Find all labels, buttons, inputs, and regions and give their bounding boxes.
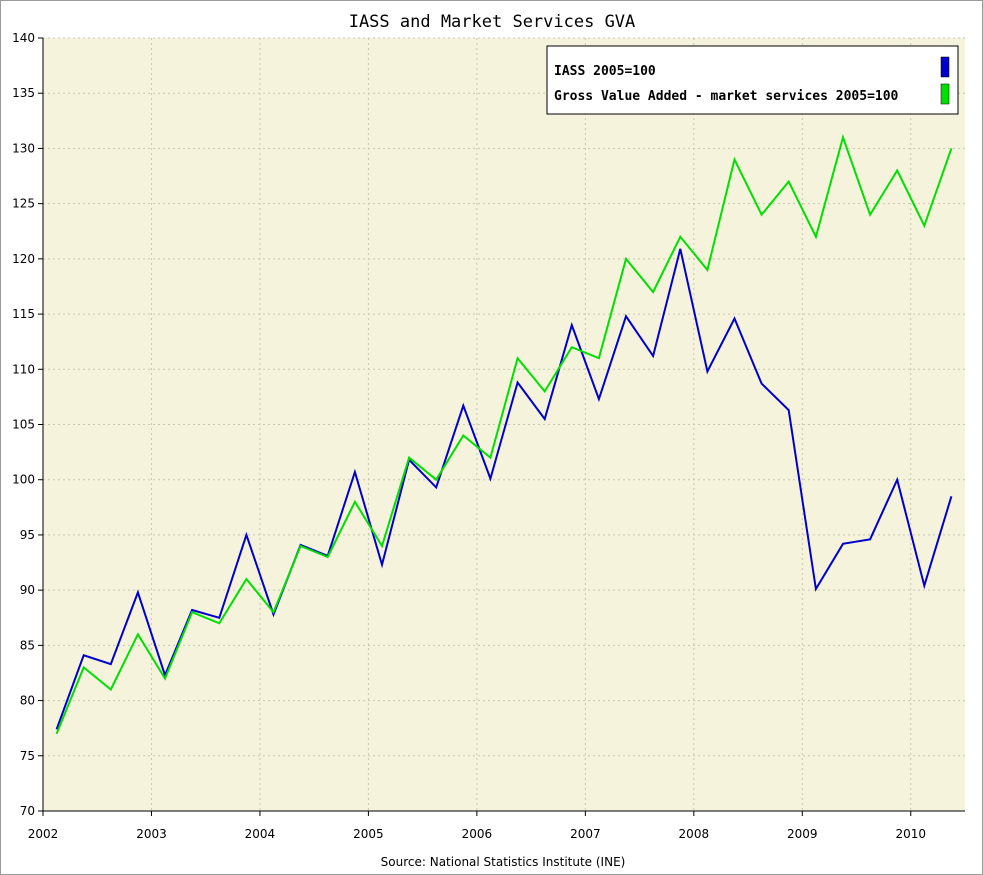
x-tick-label: 2008 (679, 827, 710, 841)
y-tick-label: 115 (12, 307, 35, 321)
y-tick-label: 130 (12, 141, 35, 155)
legend-box (546, 45, 959, 115)
y-tick-label: 95 (20, 528, 35, 542)
y-tick-label: 100 (12, 473, 35, 487)
y-tick-label: 125 (12, 197, 35, 211)
source-note: Source: National Statistics Institute (I… (381, 855, 626, 869)
y-tick-label: 140 (12, 31, 35, 45)
y-tick-label: 110 (12, 362, 35, 376)
y-tick-label: 75 (20, 749, 35, 763)
series-line-iass (55, 248, 953, 730)
x-tick-label: 2009 (787, 827, 818, 841)
x-tick-label: 2002 (28, 827, 59, 841)
axes: 70 75 80 85 90 95 100 105 110 115 120 125 130 135 140 2… (12, 31, 965, 841)
series-line-gva (55, 134, 953, 735)
y-tick-label: 85 (20, 638, 35, 652)
y-tick-label: 105 (12, 418, 35, 432)
x-tick-label: 2006 (462, 827, 493, 841)
legend: IASS 2005=100 Gross Value Added - market… (546, 45, 959, 115)
legend-label-gva: Gross Value Added - market services 2005… (554, 89, 899, 104)
legend-label-iass: IASS 2005=100 (554, 64, 656, 79)
y-tick-label: 120 (12, 252, 35, 266)
x-tick-label: 2003 (136, 827, 167, 841)
x-tick-label: 2010 (895, 827, 926, 841)
y-tick-label: 90 (20, 583, 35, 597)
chart-title: IASS and Market Services GVA (349, 12, 636, 32)
x-tick-label: 2007 (570, 827, 601, 841)
y-tick-label: 135 (12, 86, 35, 100)
legend-swatch-gva (940, 83, 950, 105)
gridlines (43, 37, 965, 811)
x-tick-label: 2005 (353, 827, 384, 841)
y-tick-label: 80 (20, 694, 35, 708)
series-lines (55, 134, 953, 735)
legend-swatch-iass (940, 56, 950, 78)
x-tick-label: 2004 (245, 827, 276, 841)
y-tick-label: 70 (20, 804, 35, 818)
